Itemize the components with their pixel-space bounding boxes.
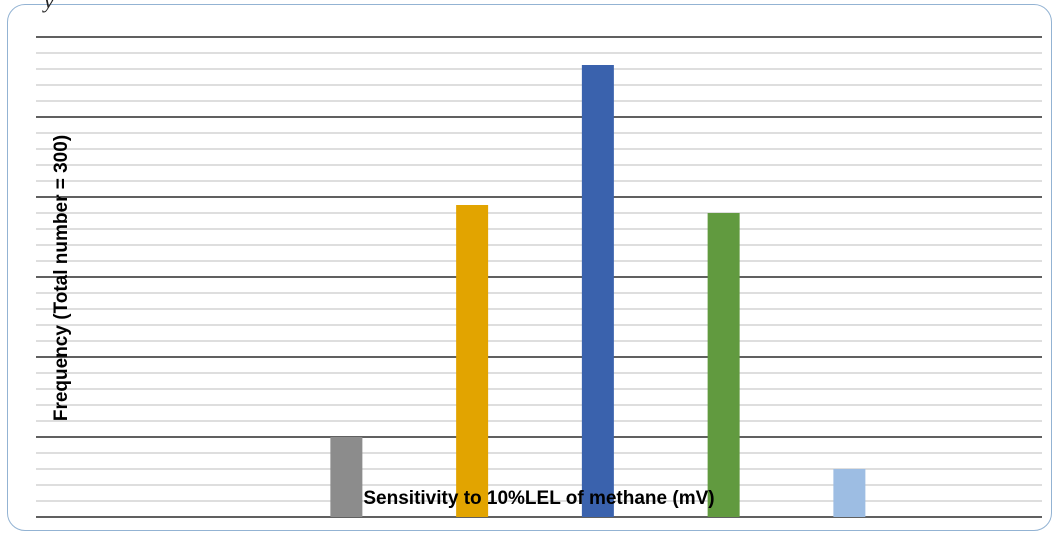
bar-3 [456, 205, 489, 517]
x-axis-label: Sensitivity to 10%LEL of methane (mV) [363, 488, 714, 509]
bars [330, 65, 866, 517]
bar-4 [581, 65, 614, 517]
chart-frame [7, 4, 1052, 531]
bar-2 [330, 437, 363, 517]
gridlines [36, 36, 1042, 518]
bar-5 [707, 213, 740, 517]
bar-6 [833, 469, 866, 517]
y-axis-label: Frequency (Total number = 300) [51, 135, 72, 421]
cropped-caption-glyph: y [44, 0, 54, 13]
